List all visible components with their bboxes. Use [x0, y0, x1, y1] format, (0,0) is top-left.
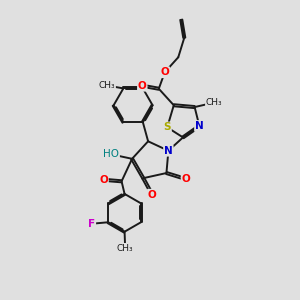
- Text: CH₃: CH₃: [206, 98, 223, 107]
- Text: O: O: [182, 174, 190, 184]
- Text: O: O: [99, 175, 108, 185]
- Text: N: N: [195, 121, 204, 131]
- Text: O: O: [160, 67, 169, 77]
- Text: O: O: [148, 190, 157, 200]
- Text: CH₃: CH₃: [117, 244, 134, 253]
- Text: F: F: [88, 219, 95, 229]
- Text: HO: HO: [103, 149, 119, 159]
- Text: N: N: [164, 146, 173, 156]
- Text: CH₃: CH₃: [99, 81, 115, 90]
- Text: S: S: [164, 122, 171, 132]
- Text: O: O: [138, 81, 147, 91]
